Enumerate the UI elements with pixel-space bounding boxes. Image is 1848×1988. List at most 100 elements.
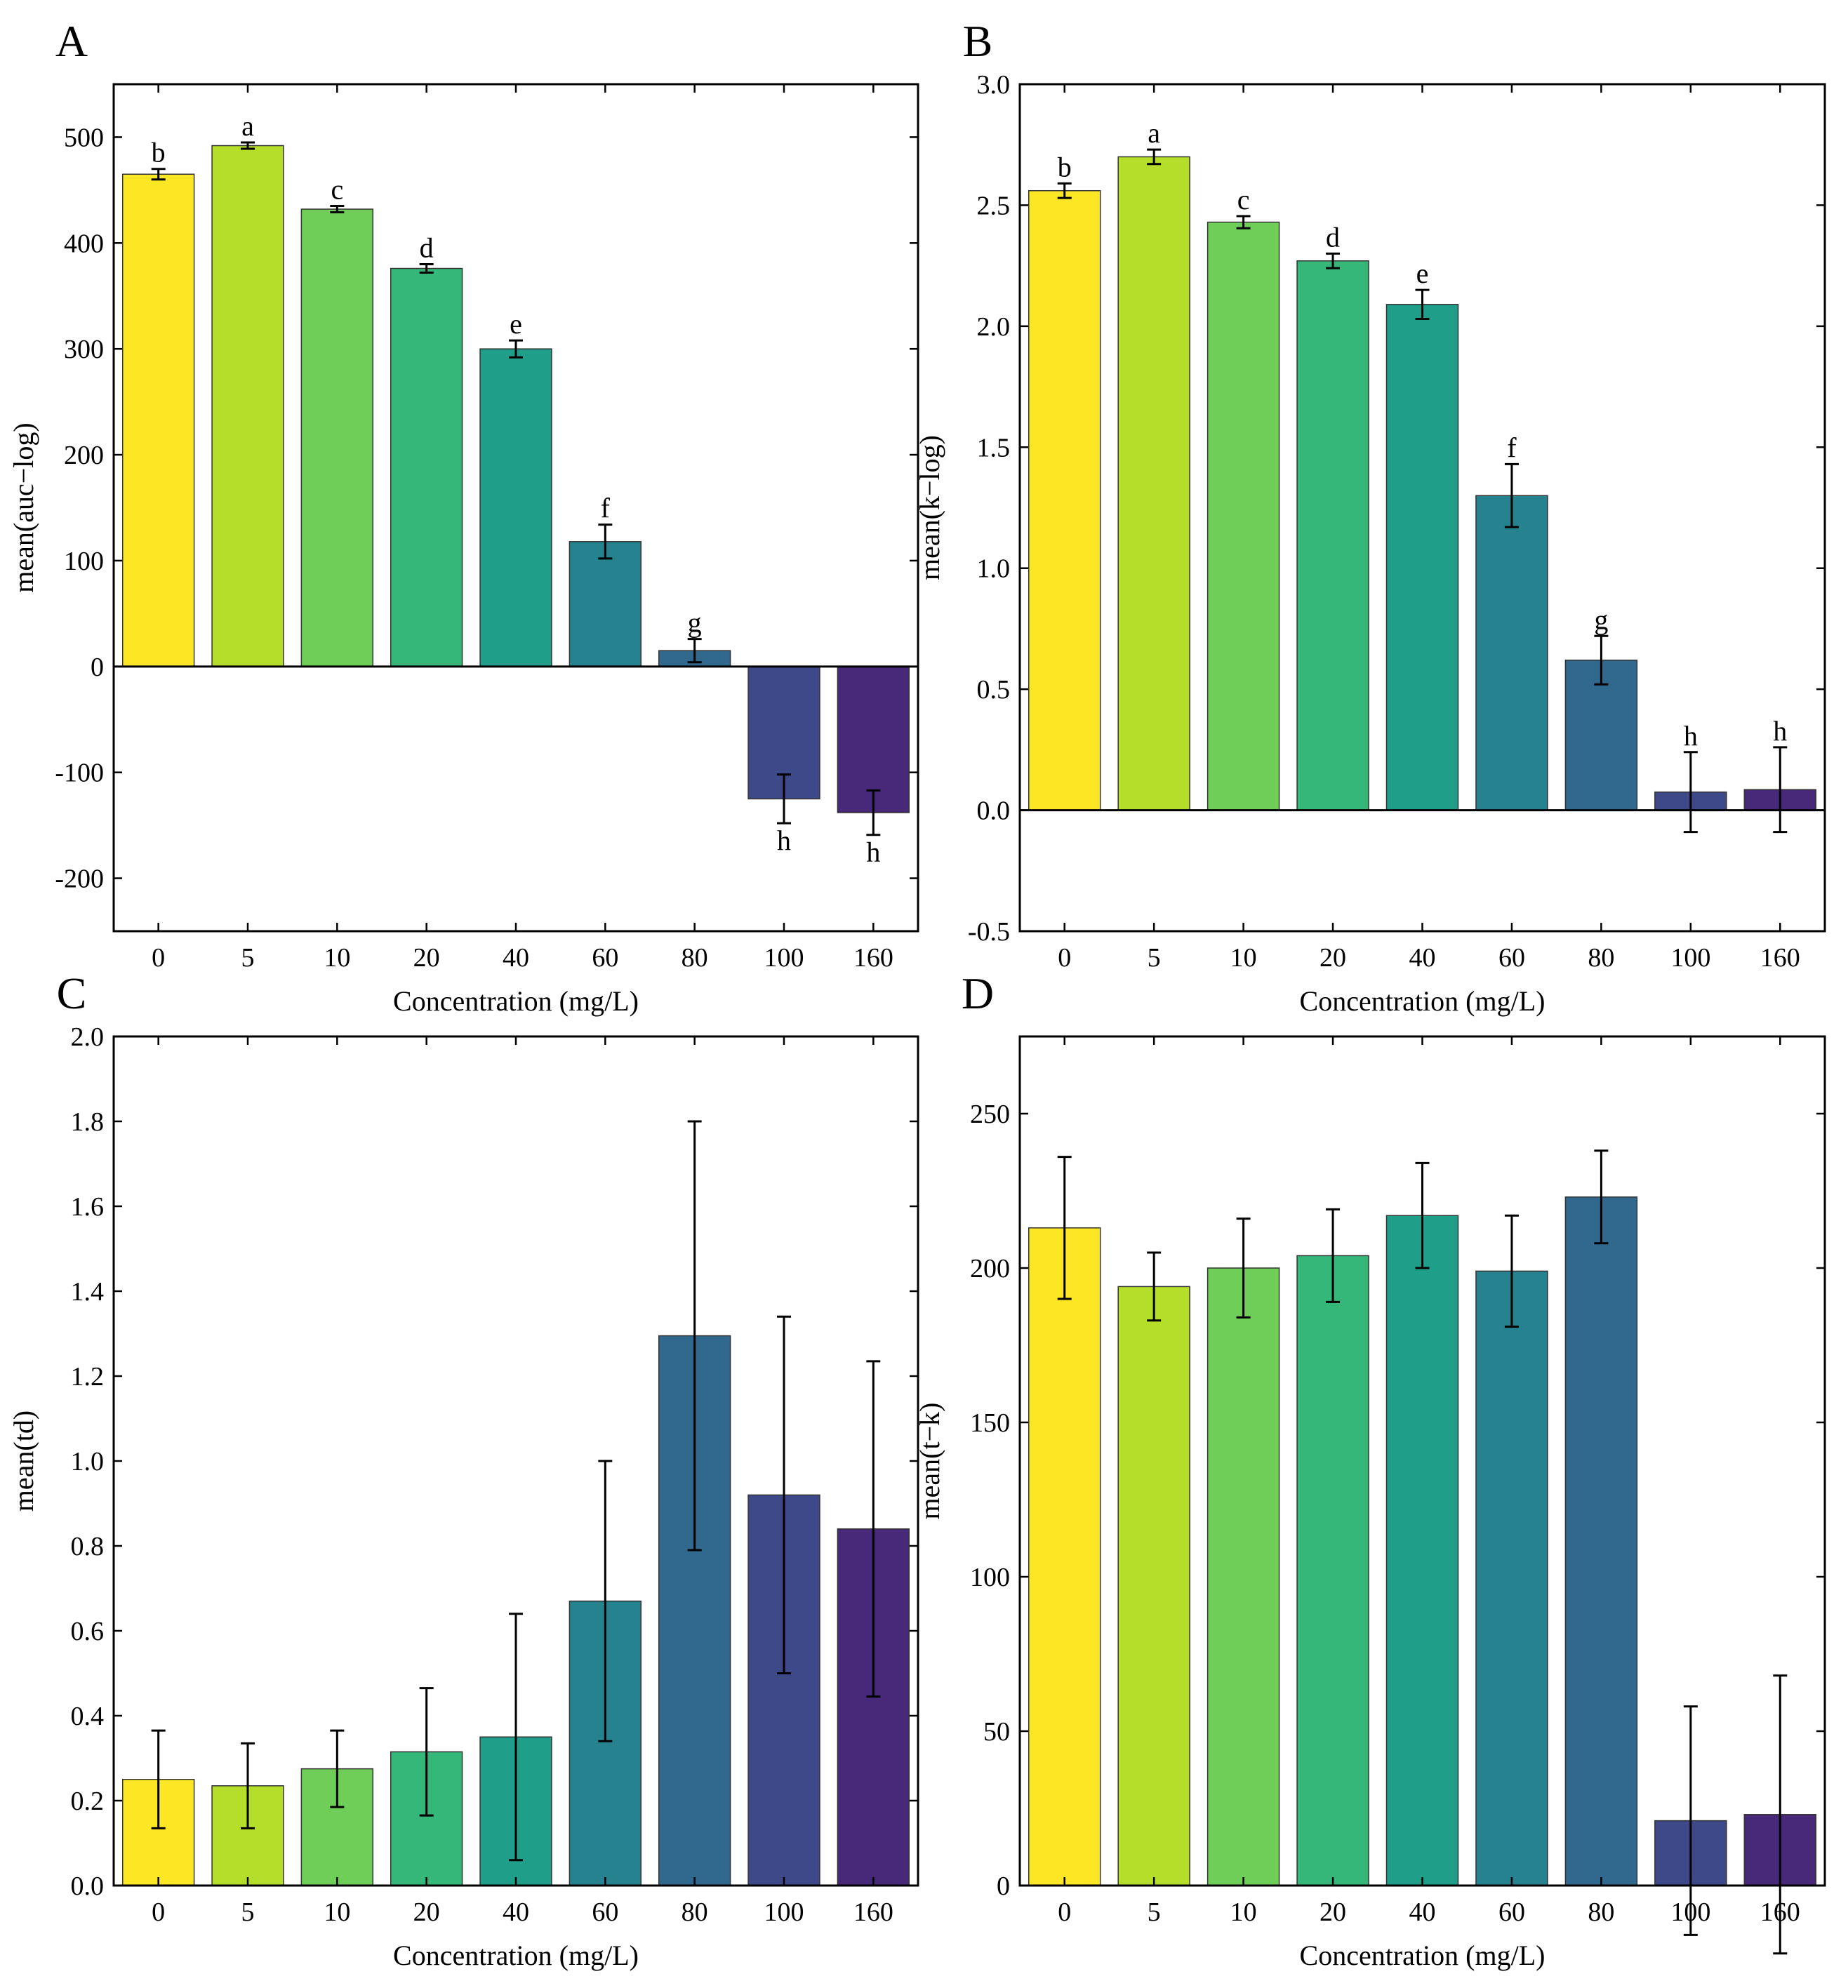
y-tick-label: 1.0 [71, 1447, 105, 1476]
x-tick-label: 5 [1148, 943, 1161, 973]
y-tick-label: 1.8 [71, 1107, 105, 1137]
y-axis-label: mean(k−log) [914, 435, 945, 580]
y-tick-label: 500 [64, 123, 104, 152]
y-tick-label: -200 [55, 865, 104, 894]
panel-label: C [57, 968, 87, 1018]
significance-letter: g [1594, 603, 1608, 635]
panel-label: B [963, 16, 993, 66]
significance-letter: b [152, 137, 166, 168]
error-bar-40 [509, 1613, 523, 1862]
significance-letter: f [601, 493, 611, 524]
bar-60 [569, 541, 642, 667]
error-bar-60 [1504, 1214, 1519, 1328]
error-bar-160 [1773, 746, 1788, 834]
y-tick-label: 100 [970, 1563, 1010, 1592]
bar-60 [1475, 1270, 1548, 1886]
error-bar-100 [777, 1315, 791, 1674]
x-tick-label: 10 [324, 943, 350, 973]
x-tick-label: 40 [503, 943, 529, 973]
bar-5 [1117, 1286, 1190, 1886]
x-tick-label: 60 [592, 943, 618, 973]
x-tick-label: 10 [1230, 943, 1257, 973]
panel-d: D 0 50 100 150 200 250 0 5 10 20 40 60 80 100 160 Concen… [914, 968, 1826, 1971]
y-tick-label: 1.0 [977, 554, 1011, 584]
bar-5 [211, 145, 284, 667]
x-tick-label: 0 [152, 1897, 165, 1927]
x-tick-label: 5 [241, 943, 255, 973]
error-bar-40 [1415, 288, 1430, 321]
error-bar-160 [866, 789, 881, 836]
error-bar-10 [1236, 215, 1251, 229]
y-tick-label: 50 [983, 1717, 1010, 1747]
bar-20 [1296, 1255, 1369, 1886]
x-tick-label: 0 [1058, 1897, 1071, 1927]
bar-80 [1564, 1196, 1638, 1886]
significance-letter: d [1326, 221, 1340, 253]
x-tick-label: 100 [764, 943, 804, 973]
error-bar-20 [419, 1687, 434, 1817]
panel-a: Ab a c d e f g h h -200 -100 0 100 200 300 400 500 0 5 10 20… [8, 16, 919, 1017]
significance-letter: f [1507, 432, 1517, 463]
x-tick-label: 0 [1058, 943, 1071, 973]
error-bar-40 [1415, 1161, 1430, 1269]
error-bar-80 [1594, 1149, 1609, 1245]
y-tick-label: 0 [997, 1872, 1010, 1901]
x-axis-label: Concentration (mg/L) [1300, 1940, 1545, 1971]
error-bar-160 [866, 1360, 881, 1698]
y-tick-label: 0.6 [71, 1617, 105, 1646]
bar-0 [1028, 1227, 1101, 1886]
significance-letter: h [1684, 720, 1698, 752]
x-tick-label: 10 [324, 1897, 350, 1927]
y-tick-label: 2.0 [71, 1022, 105, 1052]
x-tick-label: 80 [682, 1897, 708, 1927]
x-tick-label: 20 [413, 1897, 440, 1927]
error-bar-100 [777, 773, 791, 825]
bar-0 [1028, 189, 1101, 811]
y-tick-label: 1.5 [977, 433, 1011, 462]
error-bar-20 [1326, 1208, 1341, 1303]
y-tick-label: 1.4 [71, 1277, 105, 1307]
significance-letter: h [866, 836, 880, 868]
y-tick-label: 0 [91, 653, 104, 682]
panel-label: A [55, 16, 88, 66]
error-bar-20 [1326, 252, 1341, 269]
x-tick-label: 160 [853, 1897, 893, 1927]
x-tick-label: 40 [1409, 1897, 1436, 1927]
y-tick-label: 100 [64, 547, 104, 576]
y-tick-label: 0.0 [71, 1872, 105, 1901]
y-axis-label: mean(t−k) [914, 1403, 945, 1520]
x-tick-label: 20 [1319, 943, 1346, 973]
significance-letter: a [1148, 117, 1160, 149]
x-tick-label: 100 [1670, 943, 1710, 973]
bar-40 [1385, 304, 1459, 811]
x-tick-label: 80 [1588, 1897, 1614, 1927]
significance-letter: g [688, 607, 702, 639]
error-bar-10 [330, 1729, 345, 1808]
panel-label: D [962, 968, 994, 1018]
error-bar-5 [1147, 148, 1162, 166]
significance-letter: h [777, 825, 791, 856]
error-bar-100 [1683, 1705, 1698, 1936]
bar-5 [1117, 156, 1190, 811]
y-tick-label: -100 [55, 759, 104, 788]
x-tick-label: 5 [1148, 1897, 1161, 1927]
error-bar-20 [419, 262, 434, 274]
x-tick-label: 40 [1409, 943, 1436, 973]
significance-letter: d [420, 232, 434, 263]
x-axis-label: Concentration (mg/L) [1300, 985, 1545, 1017]
x-tick-label: 100 [764, 1897, 804, 1927]
y-tick-label: 3.0 [977, 70, 1011, 100]
error-bar-5 [1147, 1251, 1162, 1322]
bar-10 [1206, 221, 1280, 811]
bar-40 [479, 348, 552, 667]
error-bar-60 [1504, 462, 1519, 528]
y-tick-label: 200 [64, 441, 104, 470]
error-bar-100 [1683, 751, 1698, 834]
bar-60 [1475, 495, 1548, 811]
error-bar-10 [1236, 1218, 1251, 1319]
y-tick-label: 0.8 [71, 1532, 105, 1561]
y-axis-label: mean(td) [8, 1410, 39, 1512]
error-bar-0 [1057, 1156, 1072, 1300]
error-bar-60 [598, 523, 613, 560]
error-bar-0 [151, 168, 166, 181]
